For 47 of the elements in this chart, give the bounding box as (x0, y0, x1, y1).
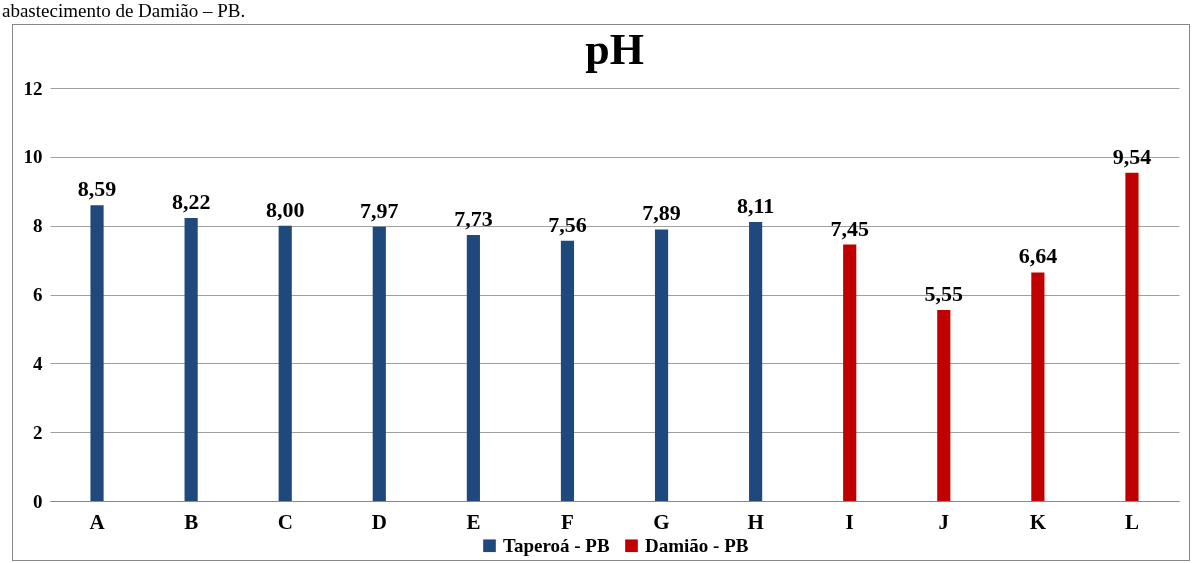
data-label: 8,00 (265, 196, 305, 222)
bar (560, 240, 575, 501)
x-tick-label: I (845, 509, 854, 534)
data-label: 6,64 (1018, 243, 1058, 269)
bar (1031, 272, 1045, 501)
bar (278, 225, 292, 501)
data-label: 5,55 (924, 280, 964, 306)
bar (372, 226, 386, 501)
legend-label: Damião - PB (645, 534, 749, 556)
y-tick-label: 0 (33, 490, 43, 512)
y-tick-label: 4 (33, 352, 43, 374)
y-tick-label: 2 (33, 421, 43, 443)
y-tick-label: 12 (23, 77, 43, 99)
y-tick-label: 6 (33, 284, 43, 305)
bar (654, 229, 669, 501)
bar (90, 205, 104, 501)
data-label: 8,22 (171, 189, 211, 215)
data-label: 8,11 (736, 192, 775, 218)
x-tick-label: C (277, 509, 293, 534)
x-tick-label: B (184, 509, 199, 534)
x-tick-label: D (371, 509, 387, 534)
data-label: 7,97 (360, 197, 399, 223)
bar (184, 218, 198, 501)
x-tick-label: H (747, 509, 764, 534)
bar (466, 234, 480, 501)
x-tick-label: G (653, 509, 670, 534)
x-tick-label: E (466, 509, 481, 534)
legend-label: Taperoá - PB (503, 534, 610, 556)
data-label: 8,59 (77, 176, 117, 202)
x-tick-label: A (89, 509, 106, 534)
data-label: 7,56 (548, 211, 587, 237)
x-tick-label: J (938, 509, 950, 534)
chart-title: pH (585, 25, 644, 74)
text: abastecimento de Damião – PB. (2, 0, 246, 22)
bar (937, 309, 951, 501)
data-label: 7,45 (830, 215, 869, 241)
bar (843, 244, 857, 501)
y-tick-label: 10 (23, 146, 43, 168)
data-label: 9,54 (1112, 143, 1152, 169)
x-tick-label: F (561, 509, 574, 534)
y-tick-label: 8 (33, 215, 43, 237)
x-tick-label: K (1029, 509, 1047, 534)
data-label: 7,73 (454, 205, 493, 231)
data-label: 7,89 (642, 200, 681, 226)
x-tick-label: L (1124, 509, 1139, 534)
bar (749, 221, 763, 501)
bar (1125, 172, 1139, 501)
